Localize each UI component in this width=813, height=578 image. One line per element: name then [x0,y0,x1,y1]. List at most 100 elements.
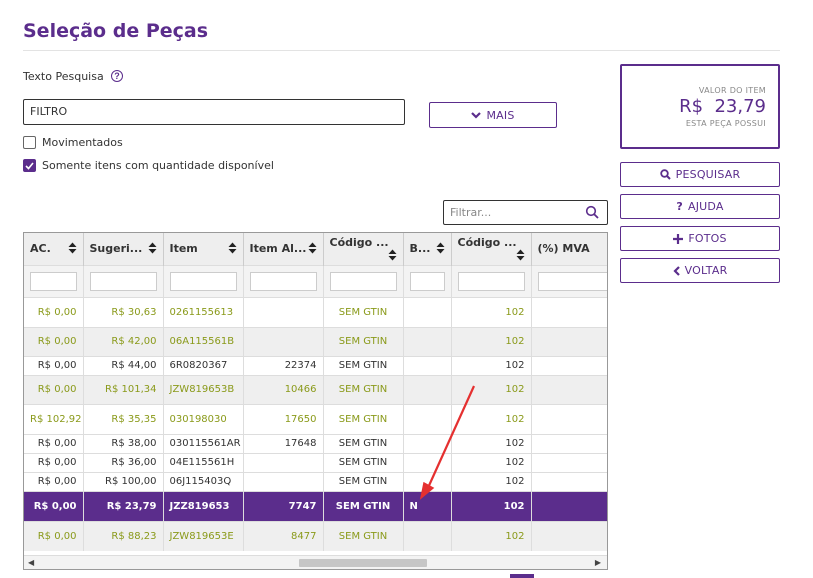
column-filter-input[interactable] [30,271,77,291]
table-cell: R$ 0,00 [24,296,84,327]
table-cell [243,452,324,472]
table-cell: R$ 102,92 [24,403,84,434]
table-row[interactable]: R$ 0,00 R$ 101,34 JZW819653B 10466 SEM GTIN 1… [24,374,607,404]
column-header-label: Código ... [329,236,389,250]
chevron-down-icon [471,111,482,119]
table-cell: R$ 88,23 [83,520,164,551]
back-button[interactable]: VOLTAR [620,258,780,283]
table-row[interactable]: R$ 102,92 R$ 35,35 030198030 17650 SEM GTIN 1… [24,403,607,434]
column-filter-cell [451,264,532,297]
table-cell [531,520,607,551]
search-icon[interactable] [585,205,599,219]
table-cell: R$ 44,00 [83,355,164,375]
table-cell: 030115561AR [163,433,244,453]
column-filter-cell [531,264,607,297]
column-header-label: (%) MVA [537,242,590,256]
column-header[interactable]: Código ... [323,233,404,265]
available-label: Somente itens com quantidade disponível [42,159,274,172]
column-filter-cell [403,264,452,297]
column-filter-input[interactable] [169,271,237,291]
sort-icon[interactable] [516,249,525,261]
search-button[interactable]: PESQUISAR [620,162,780,187]
column-header-label: Item [169,242,198,256]
scroll-thumb[interactable] [299,559,427,567]
photos-button[interactable]: FOTOS [620,226,780,251]
column-filter-input[interactable] [457,271,525,291]
sort-icon[interactable] [68,242,77,254]
scroll-right-icon[interactable]: ▶ [594,558,601,567]
column-filter-input[interactable] [537,271,607,291]
help-circle-icon[interactable]: ? [111,70,123,82]
table-cell [403,433,452,453]
item-value-note: ESTA PEÇA POSSUI [685,119,766,128]
column-header[interactable]: B... [403,233,452,265]
table-row[interactable]: R$ 0,00 R$ 100,00 06J115403Q SEM GTIN 102 [24,471,607,491]
help-button[interactable]: ? AJUDA [620,194,780,219]
column-filter-cell [323,264,404,297]
column-filter-input[interactable] [89,271,157,291]
check-icon [25,161,34,170]
table-cell [403,326,452,356]
table-cell: R$ 36,00 [83,452,164,472]
page-title: Seleção de Peças [23,20,209,42]
table-cell: 22374 [243,355,324,375]
grid-filter-placeholder: Filtrar... [450,206,492,219]
grid-header-row: AC. Sugeri... Item Item Al... Código ... B...… [24,233,607,265]
table-row-selected[interactable]: R$ 0,00 R$ 23,79 JZZ819653 7747 SEM GTIN N 102 [24,490,607,521]
table-cell: R$ 38,00 [83,433,164,453]
table-cell: 10466 [243,374,324,404]
table-cell: R$ 0,00 [24,471,84,491]
question-icon: ? [676,200,683,213]
column-filter-cell [24,264,84,297]
table-cell: JZW819653E [163,520,244,551]
table-row[interactable]: R$ 0,00 R$ 44,00 6R0820367 22374 SEM GTIN 102 [24,355,607,375]
table-row[interactable]: R$ 0,00 R$ 36,00 04E115561H SEM GTIN 102 [24,452,607,472]
column-header-label: Item Al... [249,242,307,256]
table-cell: 102 [451,520,532,551]
table-row[interactable]: R$ 0,00 R$ 38,00 030115561AR 17648 SEM GTIN 1… [24,433,607,453]
column-filter-input[interactable] [249,271,317,291]
sort-icon[interactable] [436,242,445,254]
table-cell [531,490,607,521]
table-cell: 102 [451,433,532,453]
help-button-label: AJUDA [687,200,724,213]
table-cell: 04E115561H [163,452,244,472]
table-cell: 06A115561B [163,326,244,356]
table-cell [531,326,607,356]
sort-icon[interactable] [228,242,237,254]
grid-filter-input[interactable]: Filtrar... [443,200,608,225]
table-cell: R$ 0,00 [24,433,84,453]
table-cell: SEM GTIN [323,490,404,521]
table-cell: 06J115403Q [163,471,244,491]
available-checkbox[interactable] [23,159,36,172]
moved-checkbox[interactable] [23,136,36,149]
table-cell: 102 [451,403,532,434]
table-cell: R$ 100,00 [83,471,164,491]
more-button[interactable]: MAIS [429,102,557,128]
table-cell [403,452,452,472]
column-header[interactable]: AC. [24,233,84,265]
column-header[interactable]: (%) MVA [531,233,607,265]
column-filter-input[interactable] [409,271,445,291]
available-option[interactable]: Somente itens com quantidade disponível [23,159,274,172]
sort-icon[interactable] [308,242,317,254]
column-filter-input[interactable] [329,271,397,291]
column-header[interactable]: Item Al... [243,233,324,265]
search-input[interactable]: FILTRO [23,99,405,125]
scroll-left-icon[interactable]: ◀ [28,558,35,567]
moved-option[interactable]: Movimentados [23,136,123,149]
table-row[interactable]: R$ 0,00 R$ 30,63 0261155613 SEM GTIN 102 [24,296,607,327]
column-header[interactable]: Sugeri... [83,233,164,265]
table-row[interactable]: R$ 0,00 R$ 42,00 06A115561B SEM GTIN 102 [24,326,607,356]
column-header[interactable]: Item [163,233,244,265]
horizontal-scrollbar[interactable]: ◀ ▶ [24,555,607,569]
table-row[interactable]: R$ 0,00 R$ 88,23 JZW819653E 8477 SEM GTIN 102 [24,520,607,551]
item-value-label: VALOR DO ITEM [698,86,766,95]
table-cell: R$ 0,00 [24,374,84,404]
column-header[interactable]: Código ... [451,233,532,265]
column-filter-cell [163,264,244,297]
table-cell: 102 [451,452,532,472]
table-cell: R$ 0,00 [24,490,84,521]
sort-icon[interactable] [388,249,397,261]
sort-icon[interactable] [148,242,157,254]
